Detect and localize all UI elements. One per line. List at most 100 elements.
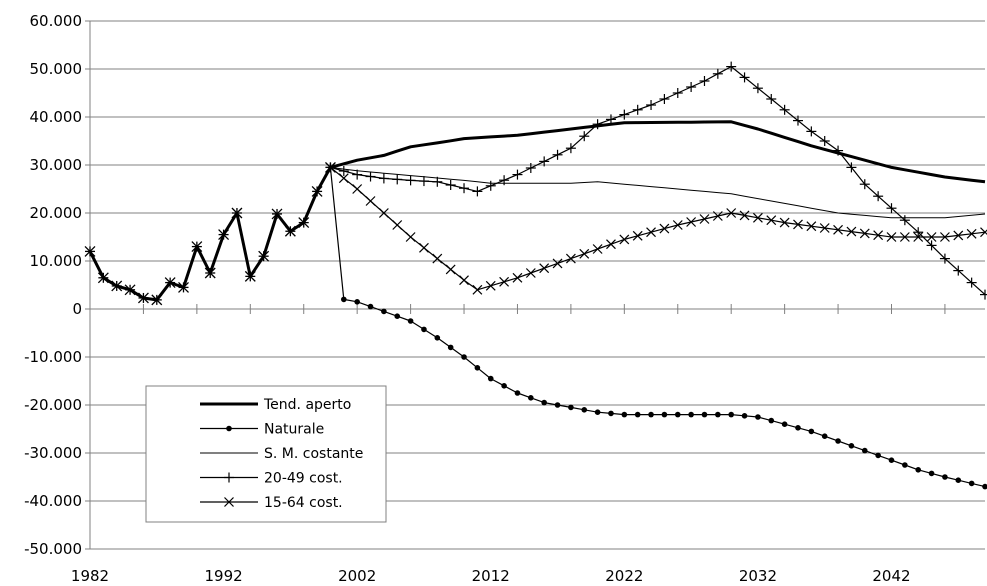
series-line: [330, 166, 986, 219]
data-point: [821, 433, 828, 440]
data-point: [846, 162, 857, 173]
data-point: [632, 104, 643, 115]
data-point: [341, 296, 347, 303]
y-tick-label: -30.000: [24, 444, 82, 462]
data-point: [568, 404, 574, 411]
data-point: [338, 173, 349, 184]
data-point: [859, 179, 870, 190]
data-point: [552, 149, 563, 160]
data-point: [726, 61, 737, 72]
data-point: [525, 268, 536, 278]
x-axis: 1982 1992 2002 2012 2022 2032 2042: [71, 304, 985, 585]
y-tick-label: -40.000: [24, 492, 82, 510]
data-point: [552, 258, 563, 269]
data-point: [405, 175, 416, 186]
data-point: [875, 452, 881, 459]
data-point: [888, 457, 895, 464]
data-point: [659, 223, 670, 234]
data-point: [499, 175, 510, 186]
data-point: [378, 173, 389, 184]
legend-item: S. M. costante: [200, 446, 363, 462]
data-point: [528, 395, 534, 401]
data-point: [939, 253, 950, 264]
data-point: [899, 232, 910, 242]
legend-label: 20-49 cost.: [264, 471, 343, 487]
data-point: [581, 407, 588, 413]
data-point: [525, 163, 536, 173]
data-point: [902, 462, 908, 468]
data-point: [338, 166, 349, 176]
data-point: [619, 109, 630, 120]
historical-line: [88, 166, 332, 302]
series-line: [330, 166, 986, 291]
data-point: [792, 115, 803, 126]
data-point: [432, 176, 443, 187]
y-tick-label: 60.000: [30, 12, 83, 30]
historical-point: [231, 207, 243, 219]
legend-label: Naturale: [264, 422, 324, 438]
data-point: [672, 220, 683, 230]
historical-point: [244, 270, 256, 282]
legend-marker: [224, 497, 234, 507]
legend-label: S. M. costante: [264, 446, 363, 462]
historical-point: [284, 225, 296, 237]
data-point: [873, 191, 884, 202]
data-point: [434, 335, 441, 341]
data-point: [942, 474, 948, 480]
legend-box: [145, 385, 387, 523]
data-point: [594, 409, 601, 416]
data-point: [833, 224, 843, 235]
series-0: [330, 120, 986, 184]
data-point: [966, 228, 977, 239]
data-point: [659, 94, 670, 104]
legend-item: Tend. aperto: [200, 397, 351, 413]
y-axis: 60.000 50.000 40.000 30.000 20.000 10.000 0 -10…: [24, 12, 91, 558]
legend-marker: [226, 425, 232, 432]
series-historical: [84, 161, 336, 306]
legend-item: 15-64 cost.: [200, 495, 343, 511]
data-point: [352, 184, 363, 194]
y-tick-label: 40.000: [30, 108, 83, 126]
y-tick-label: -10.000: [24, 348, 82, 366]
data-point: [966, 277, 977, 288]
data-point: [928, 470, 935, 477]
data-point: [728, 411, 734, 418]
data-point: [565, 253, 576, 264]
data-point: [621, 411, 628, 418]
y-tick-label: 50.000: [30, 60, 83, 78]
data-point: [445, 180, 456, 190]
series-line: [329, 167, 986, 488]
y-tick-label: 10.000: [30, 252, 83, 270]
series-group: [84, 61, 987, 490]
data-point: [378, 208, 389, 218]
series-line: [330, 120, 986, 184]
data-point: [926, 240, 937, 251]
data-point: [861, 447, 868, 454]
data-point: [646, 100, 657, 110]
data-point: [953, 230, 964, 241]
data-point: [726, 208, 737, 218]
data-point: [472, 284, 483, 295]
data-point: [712, 68, 723, 79]
series-4: [325, 162, 987, 295]
data-point: [779, 217, 790, 228]
data-point: [699, 76, 710, 86]
data-point: [394, 313, 401, 320]
data-point: [688, 411, 694, 418]
data-point: [592, 119, 603, 130]
x-tick-label: 2042: [872, 567, 910, 585]
data-point: [808, 428, 815, 435]
x-tick-label: 1992: [204, 567, 242, 585]
data-point: [365, 171, 376, 182]
data-point: [848, 443, 855, 449]
historical-point: [111, 280, 123, 292]
data-point: [833, 145, 844, 156]
data-point: [886, 232, 897, 242]
data-point: [712, 211, 723, 221]
y-tick-label: 0: [72, 300, 82, 318]
legend-item: 20-49 cost.: [200, 471, 343, 487]
x-tick-label: 2022: [605, 567, 643, 585]
series-1: [329, 167, 987, 490]
data-point: [419, 242, 429, 253]
